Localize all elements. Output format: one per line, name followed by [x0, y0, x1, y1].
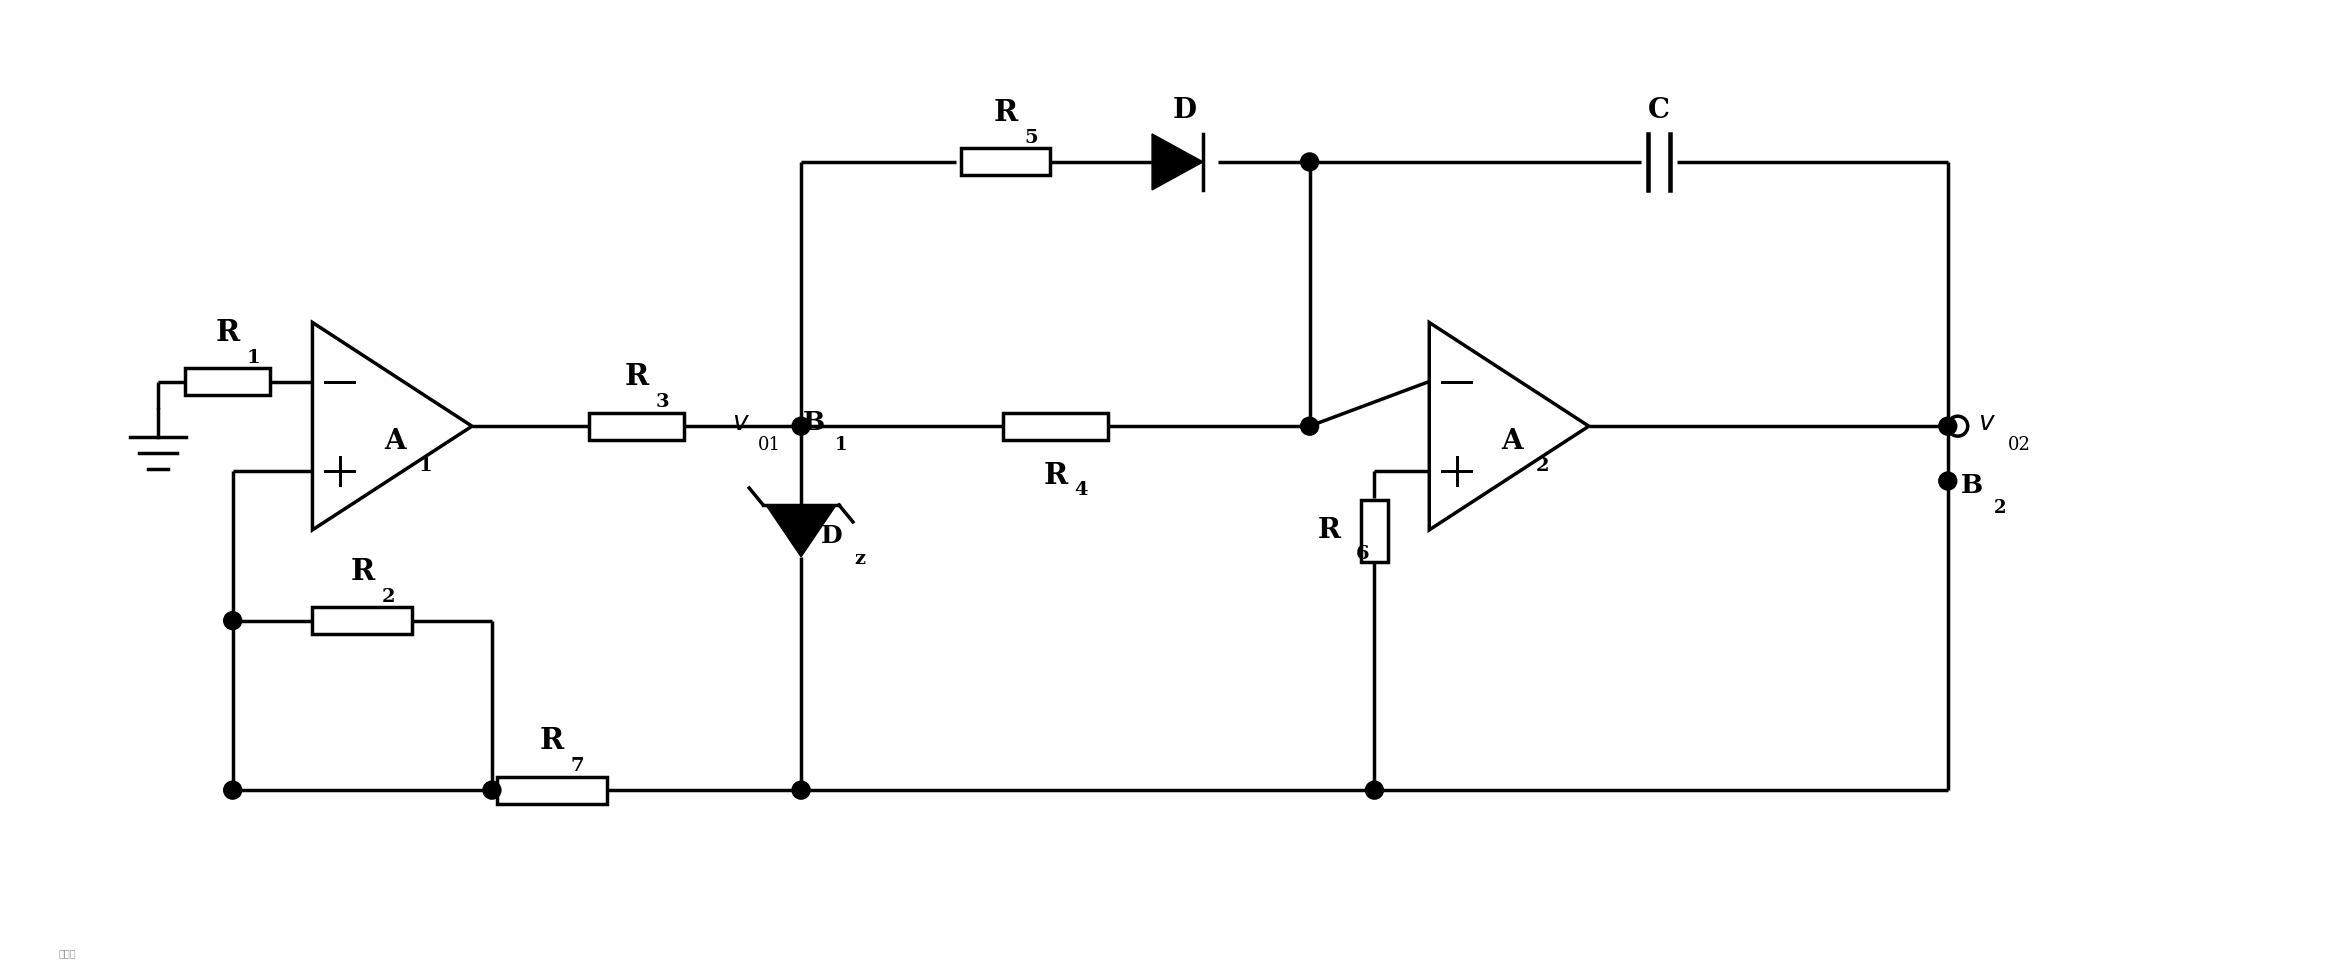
Circle shape	[483, 781, 502, 799]
Circle shape	[792, 417, 811, 435]
Text: D: D	[1172, 97, 1198, 124]
Polygon shape	[1151, 134, 1202, 190]
Text: $\mathit{v}$: $\mathit{v}$	[1978, 410, 1995, 434]
Text: 2: 2	[1535, 457, 1549, 475]
Text: R: R	[994, 98, 1017, 127]
Circle shape	[792, 781, 811, 799]
Text: 1: 1	[834, 436, 846, 454]
Text: 1: 1	[246, 348, 260, 367]
Text: 2: 2	[382, 588, 396, 606]
Bar	[1362, 500, 1388, 561]
Bar	[497, 777, 607, 803]
Text: 6: 6	[1355, 545, 1369, 562]
Bar	[961, 148, 1050, 176]
Text: 7: 7	[572, 757, 584, 775]
Text: R: R	[539, 726, 565, 755]
Text: 2: 2	[1995, 499, 2006, 517]
Text: 3: 3	[656, 393, 670, 411]
Circle shape	[223, 781, 241, 799]
Text: 01: 01	[757, 436, 781, 454]
Circle shape	[1301, 153, 1320, 171]
Circle shape	[1938, 472, 1957, 490]
Text: B: B	[1960, 472, 1983, 498]
Text: 4: 4	[1074, 481, 1088, 499]
Text: D: D	[820, 524, 841, 548]
Text: R: R	[216, 317, 239, 346]
Text: 5: 5	[1024, 129, 1038, 147]
Circle shape	[1301, 417, 1320, 435]
Circle shape	[223, 612, 241, 630]
Text: 元件库: 元件库	[59, 948, 75, 957]
Text: A: A	[384, 427, 406, 455]
Text: R: R	[349, 556, 375, 586]
Polygon shape	[766, 505, 837, 556]
Text: A: A	[1503, 427, 1524, 455]
Bar	[1003, 413, 1109, 439]
Text: C: C	[1648, 97, 1669, 124]
Text: 02: 02	[2006, 436, 2030, 454]
Bar	[588, 413, 684, 439]
Text: R: R	[1043, 461, 1067, 490]
Text: z: z	[853, 549, 865, 568]
Circle shape	[1367, 781, 1383, 799]
Text: B: B	[804, 410, 825, 434]
Bar	[185, 368, 270, 395]
Text: R: R	[1317, 517, 1341, 545]
Text: R: R	[624, 362, 649, 391]
Text: 1: 1	[420, 457, 431, 475]
Bar	[312, 607, 413, 634]
Circle shape	[1938, 417, 1957, 435]
Text: $\mathit{v}$: $\mathit{v}$	[731, 410, 750, 434]
